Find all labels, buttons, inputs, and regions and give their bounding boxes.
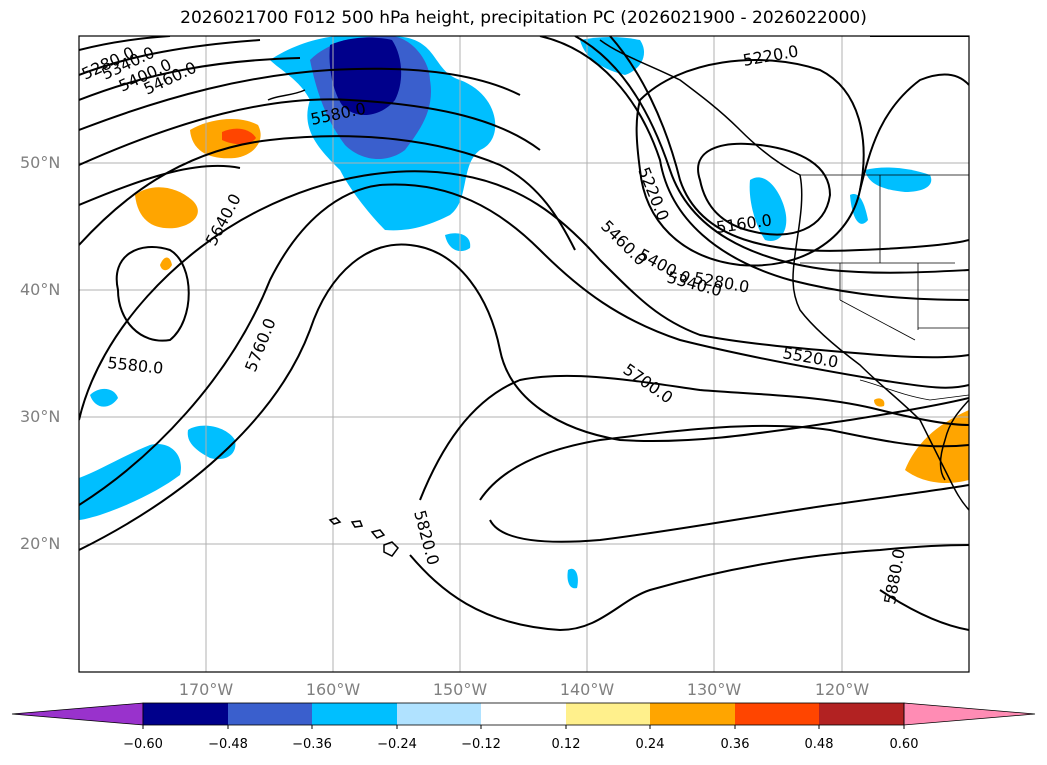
negative-precip-area: [445, 233, 471, 252]
colorbar-segment: [312, 703, 397, 725]
political-borders: [800, 174, 969, 401]
negative-precip-area: [580, 37, 645, 75]
lat-label: 20°N: [20, 534, 61, 553]
negative-precip-area: [567, 568, 578, 589]
colorbar-segment: [819, 703, 904, 725]
lon-label: 120°W: [814, 680, 870, 699]
colorbar-segment: [650, 703, 735, 725]
colorbar-tick-label: 0.60: [889, 737, 919, 752]
negative-precip-area: [90, 388, 118, 407]
lon-label: 150°W: [432, 680, 488, 699]
lat-label: 50°N: [20, 153, 61, 172]
figure-title: 2026021700 F012 500 hPa height, precipit…: [180, 8, 867, 28]
colorbar-segment: [397, 703, 481, 725]
colorbar-tick-label: −0.60: [123, 737, 163, 752]
precipitation-shading: [79, 36, 969, 589]
colorbar-tick-label: −0.36: [292, 737, 332, 752]
colorbar-tick-label: 0.48: [804, 737, 834, 752]
negative-precip-area: [79, 444, 181, 520]
positive-precip-area: [222, 128, 256, 145]
positive-precip-area: [874, 398, 885, 407]
colorbar-tick-label: 0.36: [720, 737, 750, 752]
negative-precip-area: [187, 425, 236, 460]
lon-label: 130°W: [686, 680, 742, 699]
map-frame: [78, 35, 970, 673]
lat-label: 40°N: [20, 280, 61, 299]
colorbar-segment: [481, 703, 566, 725]
lon-label: 160°W: [305, 680, 361, 699]
positive-precip-area: [160, 257, 172, 271]
colorbar-segment: [566, 703, 650, 725]
negative-precip-area: [865, 167, 932, 192]
colorbar: [11, 702, 1036, 729]
colorbar-segment: [228, 703, 312, 725]
lon-label: 140°W: [559, 680, 615, 699]
lat-label: 30°N: [20, 407, 61, 426]
height-contours: [79, 36, 969, 632]
colorbar-tick-label: −0.24: [377, 737, 417, 752]
gridlines: [79, 36, 969, 672]
colorbar-extend-low: [11, 702, 144, 726]
coastlines: [267, 39, 969, 557]
lon-label: 170°W: [178, 680, 234, 699]
positive-precip-area: [135, 187, 198, 229]
colorbar-tick-label: 0.12: [551, 737, 581, 752]
colorbar-tick-label: −0.12: [461, 737, 501, 752]
colorbar-extend-high: [903, 702, 1036, 726]
negative-precip-area: [749, 177, 787, 241]
colorbar-segment: [735, 703, 819, 725]
colorbar-tick-label: 0.24: [635, 737, 665, 752]
negative-precip-area: [850, 194, 868, 224]
colorbar-segment: [143, 703, 228, 725]
colorbar-tick-label: −0.48: [208, 737, 248, 752]
negative-precip-area: [329, 37, 402, 116]
